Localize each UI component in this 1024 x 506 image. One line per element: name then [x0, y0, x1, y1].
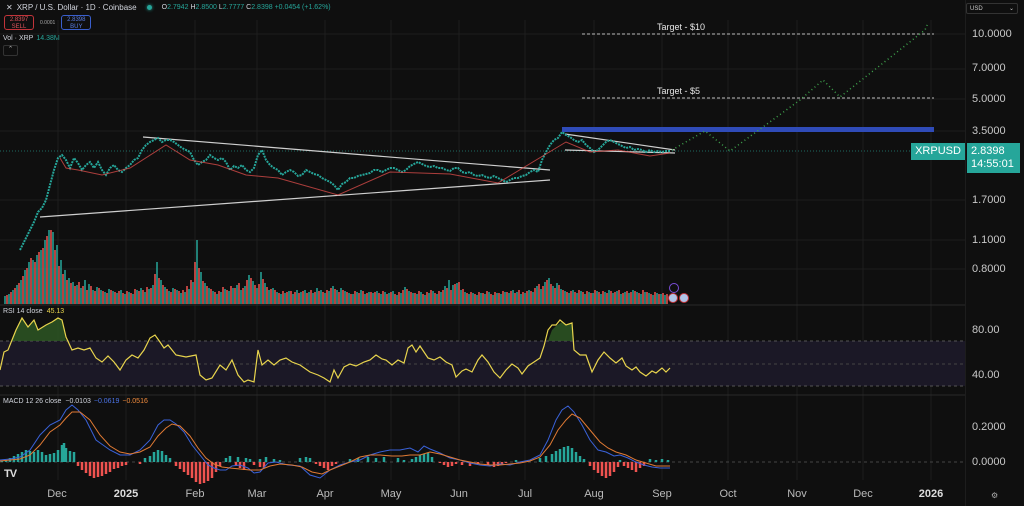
tradingview-logo-icon[interactable]: TV	[4, 468, 17, 480]
time-axis-label: 2025	[113, 488, 139, 500]
symbol-price-tag: XRPUSD	[911, 143, 965, 160]
rsi-legend[interactable]: RSI 14 close 45.13	[3, 308, 65, 315]
macd-histogram	[0, 443, 670, 484]
volume-bars	[4, 230, 668, 304]
currency-select[interactable]: USD ⌄	[966, 3, 1018, 14]
buy-button[interactable]: 2.8398 BUY	[61, 15, 92, 30]
spread-value: 0.0001	[40, 19, 56, 26]
sell-button[interactable]: 2.8397 SELL	[4, 15, 34, 30]
chevron-up-icon[interactable]: ⌃	[3, 45, 18, 56]
symbol-title[interactable]: XRP / U.S. Dollar · 1D · Coinbase	[16, 3, 137, 12]
time-axis-label: Nov	[787, 488, 807, 500]
time-axis-label: Aug	[584, 488, 604, 500]
chart-header: ✕ XRP / U.S. Dollar · 1D · Coinbase O2.7…	[6, 3, 331, 12]
time-axis-label: Dec	[853, 488, 873, 500]
last-price-tag: 2.8398 14:55:01	[967, 143, 1020, 173]
price-axis-label: 10.0000	[972, 28, 1012, 40]
volume-legend: Vol · XRP 14.38M	[3, 35, 60, 42]
price-axis-label: 0.8000	[972, 263, 1006, 275]
signal-line	[0, 411, 670, 475]
target-5-label: Target - $5	[657, 86, 701, 96]
time-axis-label: Oct	[719, 488, 737, 500]
time-axis-label: Apr	[316, 488, 334, 500]
price-axis-label: 7.0000	[972, 62, 1006, 74]
dividend-event-icon[interactable]	[669, 283, 679, 293]
ohlc-values: O2.7942 H2.8500 L2.7777 C2.8398 +0.0454 …	[161, 4, 331, 11]
price-axis-label: 1.1000	[972, 234, 1006, 246]
chevron-down-icon: ⌄	[1008, 6, 1014, 12]
rsi-axis-label: 40.00	[972, 369, 1000, 381]
rsi-axis-label: 80.00	[972, 324, 1000, 336]
time-axis-label: May	[380, 488, 402, 500]
us-flag-event-icon[interactable]	[668, 293, 678, 303]
price-axis[interactable]	[965, 0, 1024, 506]
triangle-trendlines	[39, 133, 676, 218]
macd-legend[interactable]: MACD 12 26 close −0.0103 −0.0619 −0.0516	[3, 398, 148, 405]
price-axis-label: 3.5000	[972, 125, 1006, 137]
chart-canvas[interactable]	[0, 0, 965, 506]
us-flag-event-icon[interactable]	[679, 293, 689, 303]
macd-axis-label: 0.0000	[972, 456, 1006, 468]
time-axis-label: 2026	[918, 488, 944, 500]
time-axis-label: Dec	[47, 488, 67, 500]
resistance-band	[562, 127, 934, 132]
settings-icon[interactable]: ⚙	[991, 491, 999, 500]
price-axis-label: 1.7000	[972, 194, 1006, 206]
price-axis-label: 5.0000	[972, 93, 1006, 105]
rsi-line	[0, 316, 671, 383]
macd-axis-label: 0.2000	[972, 421, 1006, 433]
time-axis-label: Mar	[247, 488, 267, 500]
time-axis-label: Jul	[517, 488, 533, 500]
time-axis-label: Sep	[652, 488, 672, 500]
time-axis-label: Feb	[185, 488, 205, 500]
target-10-label: Target - $10	[657, 22, 706, 32]
market-status-icon	[146, 5, 152, 10]
close-icon[interactable]: ✕	[6, 3, 13, 12]
trade-buttons: 2.8397 SELL 0.0001 2.8398 BUY	[4, 15, 92, 30]
time-axis-label: Jun	[450, 488, 468, 500]
